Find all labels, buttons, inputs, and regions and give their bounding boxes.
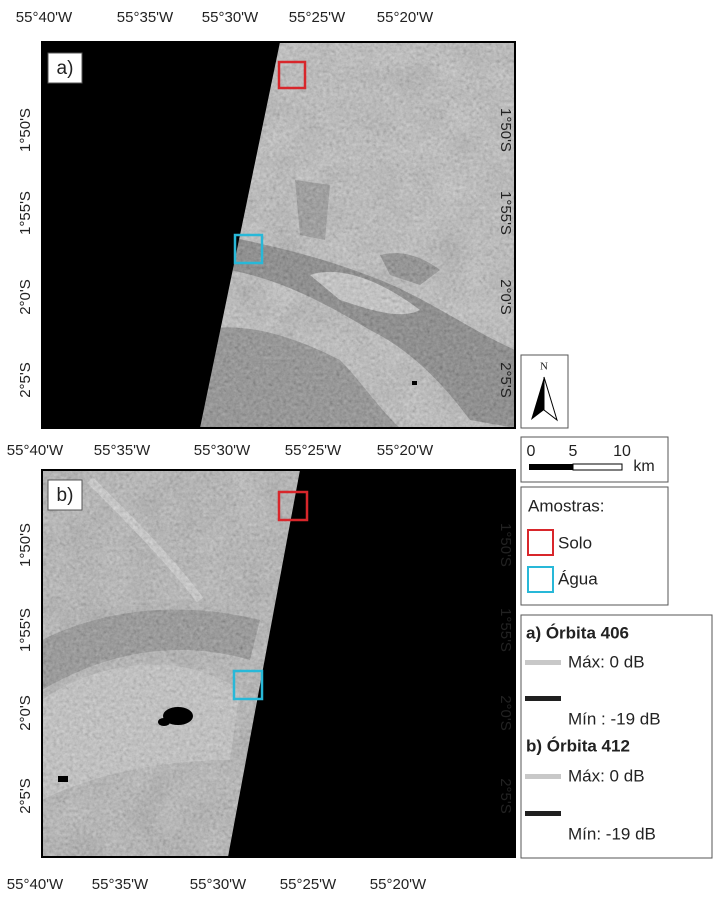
right-lat-label: 1°55'S [497, 191, 514, 235]
panel-label-box [47, 52, 83, 84]
panel-frame [41, 41, 516, 429]
legend-min: Mín : -19 dB [568, 709, 661, 728]
left-lat-label: 1°50'S [17, 523, 34, 567]
bottom-lon-label: 55°35'W [92, 876, 149, 893]
right-lat-label: 2°0'S [497, 279, 514, 315]
top-lon-label: 55°40'W [7, 442, 64, 459]
top-lon-label: 55°20'W [377, 9, 434, 26]
bottom-lon-label: 55°20'W [370, 876, 427, 893]
top-lon-label: 55°35'W [117, 9, 174, 26]
top-lon-label: 55°25'W [285, 442, 342, 459]
samples-swatch [527, 566, 554, 593]
scale-bar [572, 463, 623, 471]
legend-title: b) Órbita 412 [526, 736, 630, 755]
scale-tick: 10 [613, 443, 631, 460]
left-lat-label: 1°50'S [17, 108, 34, 152]
left-lat-label: 1°55'S [17, 191, 34, 235]
top-lon-label: 55°30'W [202, 9, 259, 26]
bottom-lon-label: 55°30'W [190, 876, 247, 893]
right-lat-label: 1°55'S [497, 608, 514, 652]
panel-label-box [47, 479, 83, 511]
legend-max: Máx: 0 dB [568, 766, 645, 785]
left-lat-label: 2°5'S [17, 362, 34, 398]
right-lat-label: 1°50'S [497, 108, 514, 152]
right-lat-label: 2°5'S [497, 362, 514, 398]
samples-item: Solo [558, 533, 592, 552]
left-lat-label: 2°5'S [17, 778, 34, 814]
right-lat-label: 1°50'S [497, 523, 514, 567]
top-lon-label: 55°30'W [194, 442, 251, 459]
panel-label: b) [57, 485, 74, 506]
bottom-lon-label: 55°25'W [280, 876, 337, 893]
legend-title: a) Órbita 406 [526, 623, 629, 642]
top-lon-label: 55°25'W [289, 9, 346, 26]
sample-agua [232, 669, 264, 701]
panel-b-image [42, 470, 515, 857]
left-lat-label: 2°0'S [17, 279, 34, 315]
sample-agua [233, 233, 264, 265]
right-lat-label: 2°5'S [497, 778, 514, 814]
panel-label: a) [57, 58, 74, 79]
legend-swatch [525, 696, 561, 701]
samples-title: Amostras: [528, 496, 605, 515]
scale-tick: 0 [527, 443, 536, 460]
samples-box [520, 486, 669, 606]
sample-solo [277, 60, 307, 90]
scale-bar [529, 464, 573, 470]
scale-unit: km [633, 458, 654, 475]
north-label: N [540, 361, 548, 373]
legend-swatch [525, 774, 561, 779]
top-lon-label: 55°20'W [377, 442, 434, 459]
left-lat-label: 2°0'S [17, 695, 34, 731]
right-lat-label: 2°0'S [497, 695, 514, 731]
panel-frame [41, 469, 516, 858]
legend-swatch [525, 811, 561, 816]
samples-swatch [527, 529, 554, 556]
scale-box [520, 436, 669, 483]
legend-box [520, 614, 713, 859]
left-lat-label: 1°55'S [17, 608, 34, 652]
legend-min: Mín: -19 dB [568, 824, 656, 843]
legend-max: Máx: 0 dB [568, 652, 645, 671]
top-lon-label: 55°40'W [16, 9, 73, 26]
north-arrow [543, 376, 558, 422]
legend-swatch [525, 660, 561, 665]
scale-tick: 5 [569, 443, 578, 460]
bottom-lon-label: 55°40'W [7, 876, 64, 893]
panel-a-image [42, 42, 515, 428]
samples-item: Água [558, 569, 598, 588]
north-arrow [531, 377, 544, 420]
top-lon-label: 55°35'W [94, 442, 151, 459]
sample-solo [277, 490, 309, 522]
